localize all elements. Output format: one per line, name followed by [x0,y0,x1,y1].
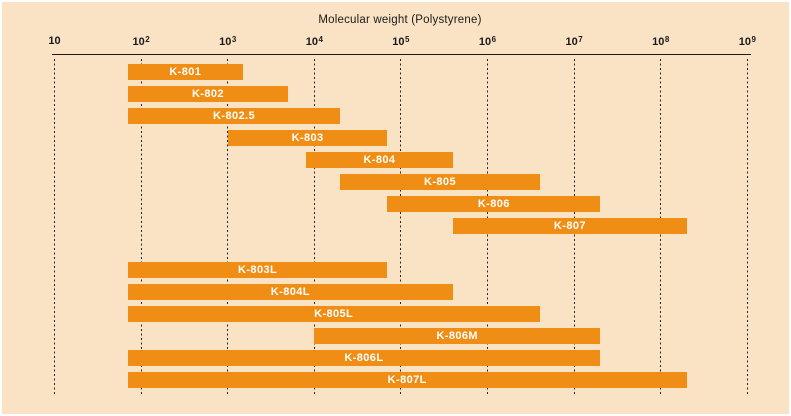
x-tick-label-10e9: 109 [738,35,756,48]
bar-label: K-803L [238,264,278,276]
bar-label: K-806M [436,330,478,342]
chart-title: Molecular weight (Polystyrene) [318,14,482,26]
bar-k-802: K-802 [127,86,289,102]
bar-label: K-803 [291,132,324,144]
x-tick-label-10e1: 10 [48,35,61,47]
x-axis-line [52,54,751,55]
bar-label: K-802.5 [213,110,255,122]
gridline-10e5 [400,59,402,394]
bar-k-806l: K-806L [127,350,601,366]
x-tick-label-10e2: 102 [132,35,150,48]
bar-label: K-805 [424,176,456,188]
bar-k-805: K-805 [340,174,540,190]
bar-k-806m: K-806M [314,328,601,344]
x-tick-label-10e8: 108 [652,35,670,48]
bar-label: K-801 [169,66,202,78]
bar-k-804l: K-804L [127,284,454,300]
bar-label: K-804 [363,154,396,166]
gridline-10e3 [227,59,229,394]
gridline-10e9 [746,59,748,394]
bar-k-803: K-803 [227,130,388,146]
bar-k-804: K-804 [305,152,454,168]
bar-k-802-5: K-802.5 [127,108,341,124]
bar-label: K-806L [344,352,384,364]
bar-label: K-807L [387,374,427,386]
bar-k-807l: K-807L [127,372,687,388]
bar-label: K-804L [270,286,310,298]
gridline-10e1 [54,59,55,394]
bar-k-803l: K-803L [127,262,388,278]
bar-label: K-806 [477,198,510,210]
x-tick-label-10e4: 104 [305,35,323,48]
bar-k-805l: K-805L [127,306,540,322]
gridline-10e2 [140,59,142,394]
x-tick-label-10e7: 107 [565,35,583,48]
x-tick-label-10e5: 105 [392,35,410,48]
bar-label: K-802 [191,88,224,100]
bar-k-801: K-801 [127,64,243,80]
bar-label: K-807 [553,220,586,232]
x-tick-label-10e6: 106 [478,35,497,48]
gridline-10e4 [313,59,315,394]
bar-label: K-805L [314,308,354,320]
bar-k-806: K-806 [387,196,601,212]
bar-k-807: K-807 [453,218,687,234]
x-tick-label-10e3: 103 [219,35,237,48]
